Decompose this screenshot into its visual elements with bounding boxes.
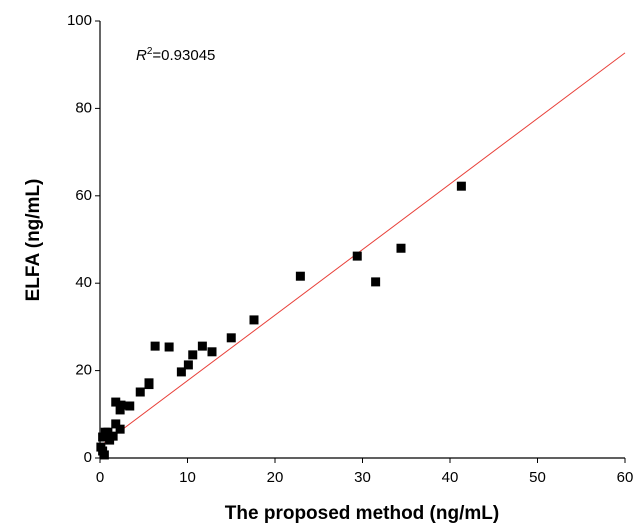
y-tick-label: 20 <box>75 362 92 379</box>
y-axis-title: ELFA (ng/mL) <box>23 179 44 302</box>
y-tick-label: 40 <box>75 274 92 291</box>
x-tick-label: 40 <box>442 469 459 486</box>
point <box>116 400 126 410</box>
point <box>115 405 125 415</box>
point <box>144 380 154 390</box>
point <box>226 333 236 343</box>
point <box>396 243 406 253</box>
point <box>96 442 106 452</box>
x-tick-label: 20 <box>267 469 284 486</box>
y-tick-label: 60 <box>75 187 92 204</box>
point <box>371 277 381 287</box>
point <box>456 181 466 191</box>
y-tick-label: 0 <box>84 449 92 466</box>
point <box>295 271 305 281</box>
point <box>125 401 135 411</box>
x-tick-label: 60 <box>617 469 634 486</box>
x-tick-label: 30 <box>354 469 371 486</box>
point <box>111 397 121 407</box>
point <box>99 450 109 460</box>
y-tick-label: 80 <box>75 99 92 116</box>
point <box>352 251 362 261</box>
fit-line <box>99 52 626 447</box>
point <box>207 347 217 357</box>
point <box>188 350 198 360</box>
point <box>98 432 108 442</box>
point <box>111 419 121 429</box>
point <box>135 387 145 397</box>
point <box>150 341 160 351</box>
x-tick-label: 0 <box>96 469 104 486</box>
point <box>249 315 259 325</box>
point <box>176 367 186 377</box>
y-tick-label: 100 <box>67 12 92 29</box>
x-axis-title: The proposed method (ng/mL) <box>225 503 499 524</box>
point <box>197 341 207 351</box>
point <box>103 427 113 437</box>
point <box>164 342 174 352</box>
point <box>105 435 115 445</box>
point <box>115 424 125 434</box>
x-tick-label: 10 <box>179 469 196 486</box>
annotation: R2=0.93045 <box>136 46 215 64</box>
x-tick-label: 50 <box>529 469 546 486</box>
point <box>183 360 193 370</box>
